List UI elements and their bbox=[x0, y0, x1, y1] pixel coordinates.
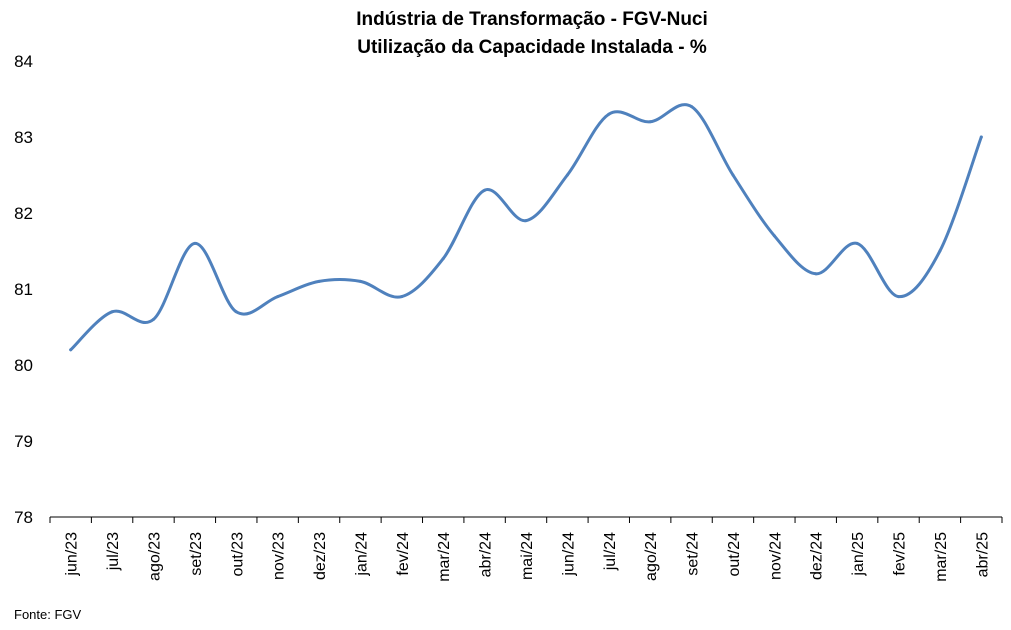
x-tick-label: ago/24 bbox=[643, 532, 660, 581]
data-point bbox=[69, 348, 73, 352]
data-point bbox=[938, 249, 942, 253]
x-tick-label: jun/24 bbox=[560, 532, 577, 577]
series-group bbox=[69, 103, 983, 352]
data-point bbox=[400, 295, 404, 299]
source-note: Fonte: FGV bbox=[14, 607, 82, 622]
data-point bbox=[358, 279, 362, 283]
y-tick-label: 82 bbox=[14, 204, 33, 223]
x-ticks: jun/23 jul/23 ago/23 set/23 out/23 nov/23 dez/… bbox=[49, 517, 1003, 582]
x-tick-label: fev/24 bbox=[395, 532, 412, 576]
y-tick-label: 79 bbox=[14, 432, 33, 451]
chart-subtitle: Utilização da Capacidade Instalada - % bbox=[357, 37, 707, 58]
y-tick-labels: 78 79 80 81 82 83 84 bbox=[14, 52, 33, 527]
x-tick-label: jan/25 bbox=[850, 532, 867, 577]
x-tick-label: dez/24 bbox=[809, 532, 826, 580]
data-point bbox=[897, 295, 901, 299]
y-tick-label: 78 bbox=[14, 508, 33, 527]
data-point bbox=[690, 105, 694, 109]
x-tick-label: abr/25 bbox=[974, 532, 991, 577]
data-point bbox=[441, 257, 445, 261]
x-tick-label: jun/23 bbox=[64, 532, 81, 577]
data-point bbox=[524, 219, 528, 223]
x-tick-label: set/23 bbox=[188, 532, 205, 576]
series-line bbox=[69, 103, 983, 352]
x-tick-label: jul/24 bbox=[602, 532, 619, 571]
y-tick-label: 83 bbox=[14, 128, 33, 147]
x-tick-label: nov/24 bbox=[767, 532, 784, 580]
x-tick-label: set/24 bbox=[685, 532, 702, 576]
chart-title: Indústria de Transformação - FGV-Nuci bbox=[356, 9, 708, 30]
data-point bbox=[483, 188, 487, 192]
data-point bbox=[855, 241, 859, 245]
data-point bbox=[772, 234, 776, 238]
x-tick-label: abr/24 bbox=[478, 532, 495, 577]
x-tick-label: out/23 bbox=[229, 532, 246, 577]
y-tick-label: 81 bbox=[14, 280, 33, 299]
y-tick-label: 80 bbox=[14, 356, 33, 375]
data-point bbox=[193, 241, 197, 245]
data-point bbox=[648, 120, 652, 124]
data-point bbox=[979, 135, 983, 139]
x-tick-label: mar/25 bbox=[933, 532, 950, 582]
x-tick-label: mar/24 bbox=[436, 532, 453, 582]
y-tick-label: 84 bbox=[14, 52, 33, 71]
x-tick-label: jan/24 bbox=[353, 532, 370, 577]
x-tick-label: ago/23 bbox=[146, 532, 163, 581]
data-point bbox=[317, 279, 321, 283]
data-point bbox=[731, 173, 735, 177]
data-point bbox=[234, 310, 238, 314]
data-point bbox=[151, 317, 155, 321]
x-tick-label: jul/23 bbox=[105, 532, 122, 571]
x-tick-label: out/24 bbox=[726, 532, 743, 577]
data-point bbox=[276, 295, 280, 299]
x-tick-label: dez/23 bbox=[312, 532, 329, 580]
data-point bbox=[565, 173, 569, 177]
data-point bbox=[814, 272, 818, 276]
data-point bbox=[110, 310, 114, 314]
x-tick-label: mai/24 bbox=[519, 532, 536, 580]
data-point bbox=[607, 112, 611, 116]
x-tick-label: fev/25 bbox=[892, 532, 909, 576]
x-tick-label: nov/23 bbox=[271, 532, 288, 580]
